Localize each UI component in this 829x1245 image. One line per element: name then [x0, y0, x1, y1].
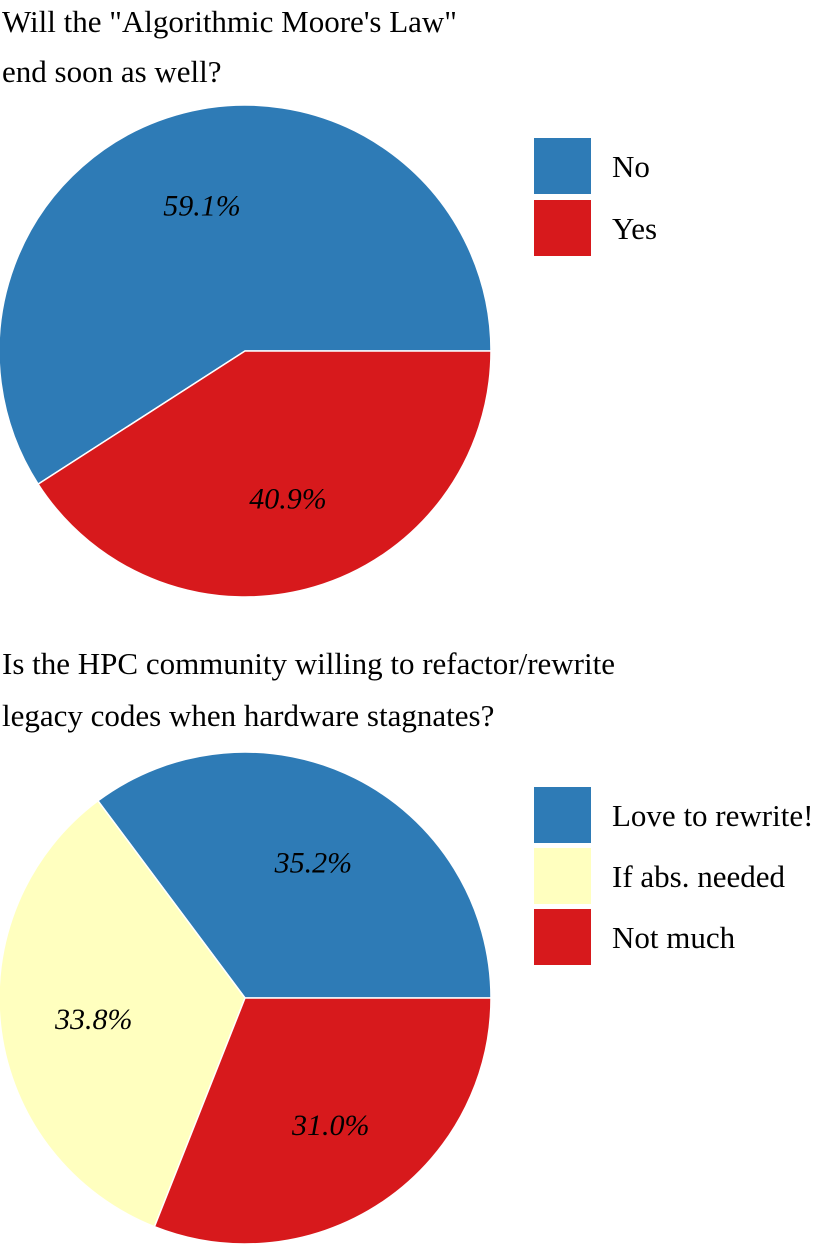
- chart-2-slice-if-abs-needed: [0, 799, 246, 1228]
- chart-2-value-label-if-abs-needed: 33.8%: [54, 1003, 133, 1036]
- chart-2-slice-labels: 35.2% 33.8% 31.0%: [54, 847, 369, 1142]
- chart-1-legend-label-yes: Yes: [612, 211, 657, 246]
- chart-2-slice-love-to-rewrite: [96, 751, 492, 999]
- chart-2-title-line-1: Is the HPC community willing to refactor…: [2, 646, 615, 681]
- chart-1-legend-swatch-no: [534, 138, 591, 194]
- chart-1-legend-label-no: No: [612, 149, 650, 184]
- chart-1-slice-yes: [37, 350, 492, 598]
- chart-1-legend: No Yes: [534, 138, 657, 256]
- chart-2-slices: [0, 751, 492, 1245]
- chart-1-value-label-no: 59.1%: [163, 190, 241, 223]
- chart-2-value-label-not-much: 31.0%: [291, 1109, 370, 1142]
- chart-1-slices: [0, 104, 492, 598]
- chart-1-slice-no: [0, 104, 492, 486]
- chart-2-slice-not-much: [153, 997, 492, 1245]
- chart-1-value-label-yes: 40.9%: [249, 482, 327, 515]
- pie-chart-1: Will the "Algorithmic Moore's Law" end s…: [0, 4, 657, 598]
- chart-2-legend-label-if-abs-needed: If abs. needed: [612, 859, 785, 894]
- chart-2-legend-label-not-much: Not much: [612, 920, 736, 955]
- pie-chart-2: Is the HPC community willing to refactor…: [0, 646, 813, 1245]
- chart-1-legend-swatch-yes: [534, 200, 591, 256]
- chart-1-title-line-1: Will the "Algorithmic Moore's Law": [2, 4, 457, 39]
- chart-2-legend-swatch-love-to-rewrite: [534, 787, 591, 843]
- chart-2-value-label-love-to-rewrite: 35.2%: [274, 847, 353, 880]
- chart-1-slice-labels: 59.1% 40.9%: [163, 190, 327, 516]
- chart-2-legend: Love to rewrite! If abs. needed Not much: [534, 787, 813, 965]
- chart-2-legend-swatch-if-abs-needed: [534, 848, 591, 904]
- chart-2-legend-swatch-not-much: [534, 909, 591, 965]
- chart-2-legend-label-love-to-rewrite: Love to rewrite!: [612, 798, 813, 833]
- chart-2-title-line-2: legacy codes when hardware stagnates?: [2, 698, 494, 733]
- chart-1-title-line-2: end soon as well?: [2, 54, 222, 89]
